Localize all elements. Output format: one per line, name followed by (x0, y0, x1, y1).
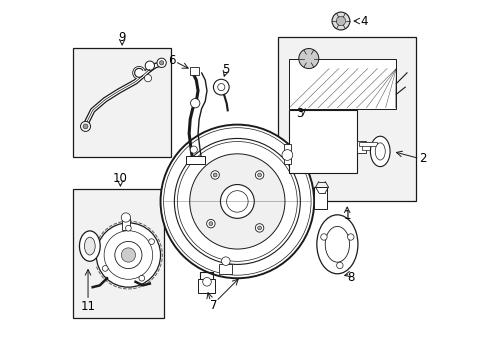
Bar (190, 67, 199, 75)
Bar (219, 264, 232, 274)
Circle shape (206, 220, 215, 228)
Bar (358, 142, 376, 146)
Circle shape (257, 226, 261, 230)
Bar (283, 144, 290, 164)
Text: 1: 1 (343, 208, 350, 221)
Circle shape (336, 17, 345, 26)
Bar (198, 279, 215, 293)
Bar (278, 37, 415, 202)
Circle shape (102, 266, 108, 271)
Bar (73, 189, 164, 318)
Circle shape (96, 223, 160, 287)
Circle shape (226, 191, 247, 212)
Circle shape (208, 222, 212, 226)
Text: 7: 7 (209, 298, 217, 311)
Text: 10: 10 (113, 172, 127, 185)
Text: 2: 2 (419, 152, 426, 165)
Circle shape (81, 121, 90, 131)
Circle shape (282, 150, 292, 160)
Text: 8: 8 (346, 271, 354, 284)
Circle shape (257, 173, 261, 177)
Circle shape (145, 61, 154, 70)
Circle shape (221, 257, 230, 265)
Circle shape (220, 185, 254, 218)
Circle shape (203, 278, 211, 286)
Bar (73, 48, 171, 157)
Circle shape (213, 173, 217, 177)
Bar (185, 156, 205, 164)
Bar (288, 59, 395, 109)
Ellipse shape (325, 226, 349, 262)
Bar (313, 187, 326, 208)
Ellipse shape (80, 231, 100, 261)
Ellipse shape (316, 215, 357, 274)
Circle shape (255, 224, 263, 232)
Circle shape (213, 79, 229, 95)
Circle shape (255, 171, 263, 179)
Text: 5: 5 (222, 63, 229, 76)
Circle shape (83, 124, 88, 129)
Circle shape (125, 225, 131, 231)
Text: 11: 11 (81, 300, 95, 313)
Circle shape (189, 154, 285, 249)
Circle shape (336, 262, 343, 269)
Circle shape (217, 84, 224, 91)
Circle shape (298, 49, 318, 68)
Text: 4: 4 (360, 14, 367, 27)
Ellipse shape (370, 136, 389, 167)
Circle shape (210, 171, 219, 179)
Bar (362, 143, 369, 150)
Ellipse shape (84, 237, 95, 255)
Circle shape (159, 61, 163, 65)
Ellipse shape (374, 143, 385, 160)
Circle shape (148, 239, 154, 244)
Circle shape (347, 234, 353, 240)
Circle shape (121, 248, 135, 262)
Circle shape (115, 242, 142, 269)
Circle shape (190, 99, 200, 108)
Text: 6: 6 (168, 54, 176, 67)
Text: 9: 9 (118, 31, 125, 44)
Circle shape (160, 125, 313, 278)
Circle shape (190, 146, 197, 153)
Text: 3: 3 (296, 107, 303, 120)
Bar (356, 141, 365, 153)
Circle shape (121, 213, 130, 222)
Circle shape (157, 58, 166, 67)
Circle shape (331, 12, 349, 30)
Bar (288, 111, 356, 173)
Bar (122, 217, 130, 230)
Circle shape (139, 275, 144, 281)
Circle shape (132, 66, 145, 79)
Circle shape (320, 234, 326, 240)
Circle shape (144, 75, 151, 82)
